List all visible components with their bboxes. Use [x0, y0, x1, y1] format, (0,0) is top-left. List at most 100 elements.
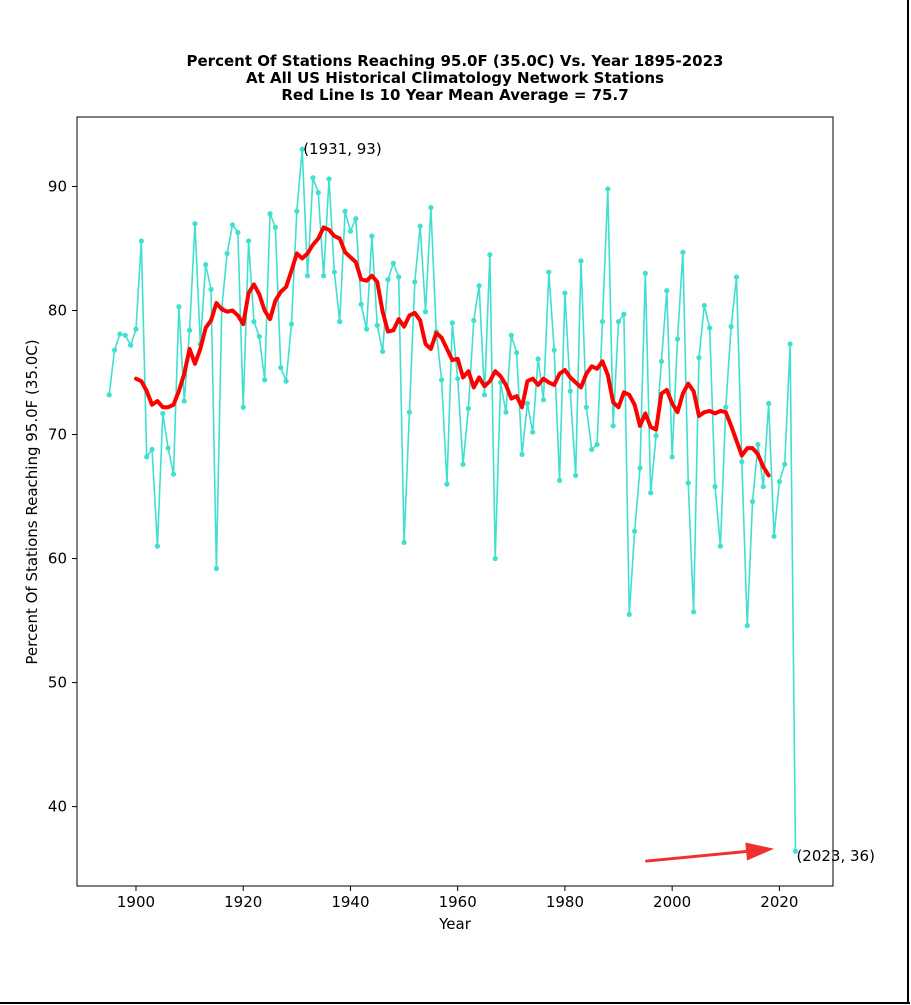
y-axis: 40 50 60 70 80 90 — [48, 177, 77, 816]
annual-point — [235, 229, 241, 235]
annual-point — [573, 472, 579, 479]
annual-point — [599, 319, 606, 325]
annual-point — [203, 262, 209, 268]
annual-point — [524, 400, 530, 407]
annual-point — [369, 233, 375, 239]
annual-point — [632, 528, 638, 534]
annual-point — [149, 446, 155, 453]
annual-point — [187, 327, 193, 333]
x-tick-label: 1980 — [546, 893, 584, 911]
annual-point — [117, 331, 123, 337]
annual-point — [326, 176, 332, 182]
annual-point — [224, 250, 230, 257]
annual-point — [138, 238, 144, 244]
annual-point — [674, 336, 681, 342]
annual-point — [347, 228, 354, 234]
annotation-latest: (2023, 36) — [796, 847, 875, 865]
annual-point — [728, 324, 734, 330]
annual-point — [422, 309, 429, 315]
annual-point — [615, 319, 622, 325]
annual-point — [133, 326, 139, 332]
annual-point — [567, 388, 573, 394]
chart-title-line-3: Red Line Is 10 Year Mean Average = 75.7 — [281, 86, 628, 104]
annual-point — [128, 342, 134, 348]
y-tick-label: 70 — [48, 426, 67, 444]
annual-point — [771, 533, 777, 539]
annual-point — [605, 186, 611, 192]
annual-point — [380, 348, 386, 355]
mean-series — [133, 225, 771, 478]
annotation-peak: (1931, 93) — [303, 140, 382, 158]
annual-point — [749, 498, 756, 505]
annual-point — [540, 397, 547, 403]
annual-point — [315, 190, 321, 196]
annual-point — [680, 249, 686, 255]
mean-series-line — [133, 225, 771, 478]
annual-point — [299, 146, 305, 152]
annual-point — [739, 459, 745, 465]
arrow-head — [745, 842, 775, 861]
annual-point — [562, 290, 568, 296]
annual-point — [519, 451, 525, 457]
annual-point — [685, 480, 691, 486]
annual-point — [160, 410, 166, 417]
annual-point — [460, 461, 466, 467]
annual-point — [390, 260, 396, 266]
x-axis-label: Year — [438, 915, 472, 933]
annual-point — [417, 223, 423, 229]
annual-point — [229, 222, 236, 228]
x-tick-label: 1940 — [331, 893, 369, 911]
annual-point — [733, 274, 740, 280]
annual-point — [262, 377, 268, 383]
annual-point — [648, 490, 654, 496]
annual-point — [412, 279, 418, 285]
annual-point — [444, 481, 450, 487]
annual-point — [310, 175, 316, 181]
annual-point — [111, 347, 118, 353]
annual-point — [658, 358, 665, 364]
annual-point — [256, 333, 262, 340]
annual-point — [122, 332, 128, 338]
annual-point — [707, 325, 713, 331]
annual-point — [337, 319, 343, 325]
x-tick-label: 1900 — [117, 893, 155, 911]
annual-point — [691, 609, 697, 615]
annual-point — [439, 377, 445, 383]
annual-point — [213, 565, 219, 572]
annual-point — [240, 404, 246, 410]
annual-point — [170, 471, 177, 477]
annual-series — [106, 146, 799, 854]
annual-point — [374, 322, 380, 328]
y-tick-label: 60 — [48, 550, 67, 568]
annual-point — [723, 404, 729, 410]
annual-point — [245, 238, 252, 244]
annual-point — [556, 477, 563, 484]
annual-point — [251, 319, 257, 325]
chart-title-line-2: At All US Historical Climatology Network… — [246, 69, 664, 87]
annual-point — [610, 423, 616, 429]
annual-point — [401, 539, 407, 546]
annual-point — [583, 404, 589, 410]
annual-point — [696, 355, 702, 361]
annual-point — [283, 378, 289, 384]
annual-point — [208, 286, 214, 292]
annual-point — [288, 321, 295, 327]
annual-point — [342, 208, 348, 214]
annual-point — [353, 216, 359, 222]
annual-point — [476, 283, 482, 289]
annual-point — [396, 274, 402, 280]
arrow-shaft — [645, 849, 747, 863]
annual-point — [701, 302, 707, 309]
annual-point — [792, 848, 799, 854]
annual-point — [621, 311, 627, 317]
annual-point — [267, 211, 273, 217]
annual-point — [755, 441, 761, 448]
annual-point — [626, 611, 632, 617]
annual-point — [530, 429, 536, 435]
annual-point — [744, 622, 750, 629]
y-tick-label: 40 — [48, 798, 67, 816]
annual-point — [669, 454, 675, 460]
annual-series-line — [108, 148, 797, 852]
annual-point — [154, 543, 161, 549]
